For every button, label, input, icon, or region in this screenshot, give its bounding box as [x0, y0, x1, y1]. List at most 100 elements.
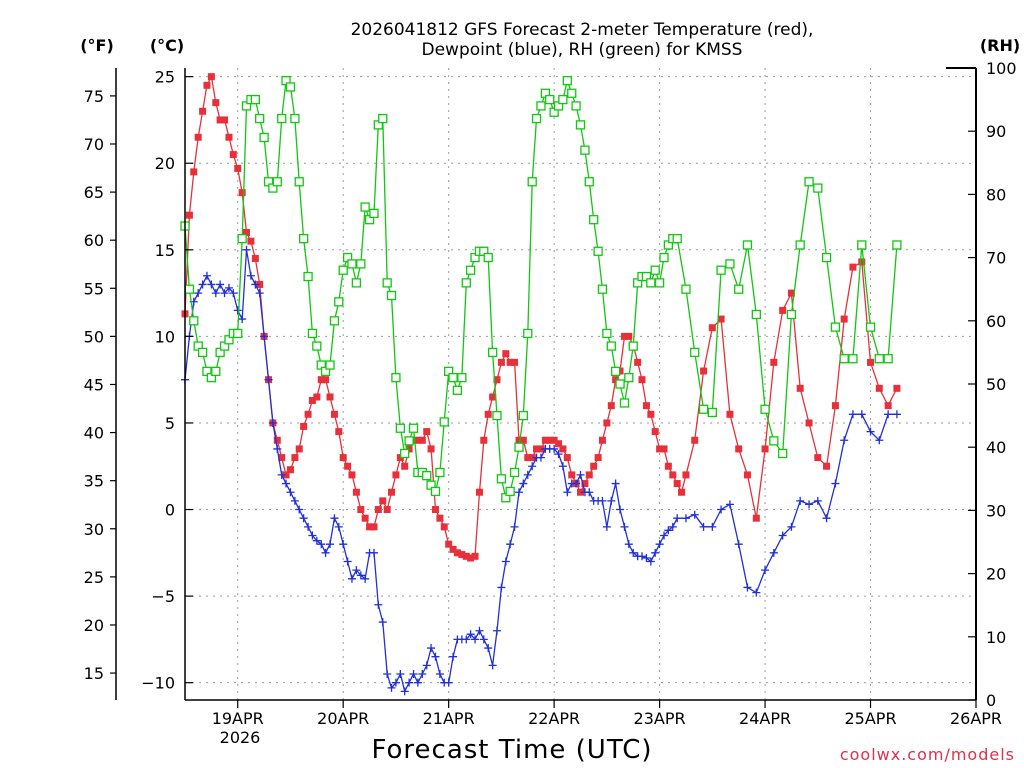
temperature-point	[875, 384, 883, 392]
rh-point	[382, 278, 392, 288]
temperature-point	[779, 306, 787, 314]
x-tick-label: 26APR	[950, 709, 1002, 728]
rh-point	[593, 246, 603, 256]
dewpoint-point	[651, 548, 660, 557]
temperature-point	[664, 462, 672, 470]
dewpoint-point	[822, 514, 831, 523]
dewpoint-point	[290, 496, 299, 505]
temperature-point	[229, 151, 237, 159]
x-tick-label: 22APR	[528, 709, 580, 728]
rh-point	[813, 183, 823, 193]
rh-point	[400, 448, 410, 459]
temperature-point	[484, 410, 492, 418]
dewpoint-point	[334, 522, 343, 531]
dewpoint-point	[515, 488, 524, 497]
dewpoint-point	[295, 505, 304, 514]
rh-point	[536, 101, 546, 111]
temperature-point	[735, 445, 743, 453]
rh-point	[597, 284, 608, 294]
dewpoint-point	[813, 496, 822, 505]
dewpoint-point	[198, 280, 207, 289]
rh-point	[523, 328, 533, 339]
dewpoint-point	[317, 540, 326, 549]
temperature-point	[344, 462, 352, 470]
rh-line	[184, 78, 898, 500]
temperature-point	[642, 402, 650, 410]
temperature-point	[431, 506, 439, 514]
rh-point	[527, 177, 537, 187]
rh-point	[690, 347, 700, 358]
series-layer	[180, 73, 902, 696]
dewpoint-point	[554, 450, 563, 459]
fahrenheit-tick-label: 25	[84, 568, 104, 587]
rh-point	[514, 442, 524, 452]
dewpoint-point	[400, 687, 409, 696]
dewpoint-point	[255, 289, 264, 298]
temperature-point	[427, 445, 435, 453]
dewpoint-point	[690, 510, 699, 519]
temperature-point	[598, 436, 606, 444]
dewpoint-point	[787, 522, 796, 531]
rh-point	[277, 113, 287, 124]
dewpoint-point	[629, 548, 638, 557]
temperature-point	[286, 466, 294, 474]
dewpoint-point	[330, 514, 339, 523]
temperature-point	[559, 445, 567, 453]
x-tick-label: 19APR	[212, 709, 264, 728]
rh-point	[448, 373, 458, 383]
dewpoint-point	[743, 583, 752, 592]
temperature-point	[519, 436, 527, 444]
temperature-point	[348, 471, 356, 479]
temperature-point	[620, 332, 628, 340]
temperature-point	[787, 289, 795, 297]
dewpoint-point	[383, 670, 392, 679]
temperature-point	[366, 523, 374, 531]
unit-fahrenheit: (°F)	[80, 36, 114, 55]
temperature-point	[291, 454, 299, 462]
rh-point	[347, 259, 357, 269]
dewpoint-point	[519, 479, 528, 488]
dewpoint-point	[523, 470, 532, 479]
temperature-point	[814, 454, 822, 462]
temperature-point	[858, 258, 866, 266]
temperature-point	[533, 445, 541, 453]
temperature-point	[823, 462, 831, 470]
rh-point	[430, 486, 441, 497]
dewpoint-series	[181, 245, 901, 696]
rh-point	[518, 410, 528, 421]
dewpoint-point	[725, 500, 734, 509]
dewpoint-point	[668, 522, 677, 531]
rh-point	[294, 177, 304, 187]
dewpoint-point	[484, 644, 493, 653]
temperature-point	[524, 454, 532, 462]
rh-point	[211, 366, 221, 377]
dewpoint-point	[602, 522, 611, 531]
dewpoint-point	[892, 410, 901, 419]
temperature-point	[682, 471, 690, 479]
temperature-point	[221, 116, 229, 124]
temperature-point	[489, 393, 497, 401]
dewpoint-point	[378, 618, 387, 627]
rh-point	[628, 341, 638, 351]
fahrenheit-tick-label: 50	[84, 327, 104, 346]
rh-point	[360, 202, 370, 212]
dewpoint-point	[220, 289, 229, 298]
temperature-point	[357, 506, 365, 514]
temperature-point	[546, 436, 554, 444]
temperature-point	[528, 454, 536, 462]
dewpoint-point	[848, 410, 857, 419]
temperature-point	[669, 471, 677, 479]
dewpoint-point	[550, 444, 559, 453]
dewpoint-point	[449, 652, 458, 661]
rh-point	[233, 328, 243, 339]
dewpoint-point	[435, 670, 444, 679]
fahrenheit-tick-label: 30	[84, 520, 104, 539]
temperature-point	[352, 488, 360, 496]
rh-point	[646, 278, 656, 288]
rh-point	[329, 316, 340, 326]
dewpoint-point	[479, 635, 488, 644]
rh-point	[531, 113, 542, 124]
dewpoint-line	[184, 249, 897, 694]
rh-point	[545, 94, 555, 105]
